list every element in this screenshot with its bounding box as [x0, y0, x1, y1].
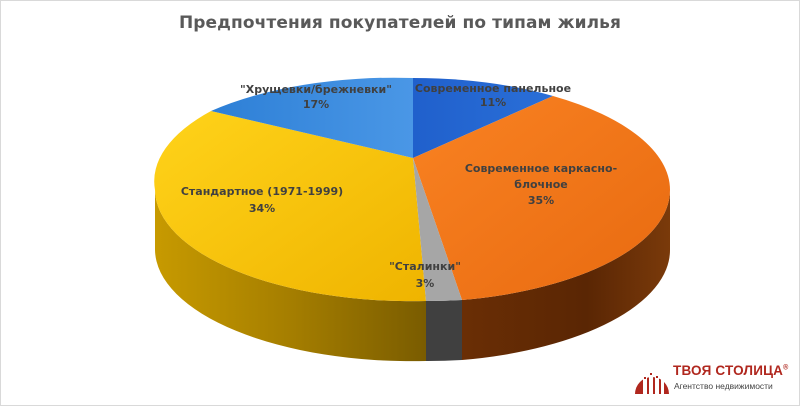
label-khrushchevki-name: "Хрущевки/брежневки" [240, 83, 392, 96]
slice-stalinki[interactable] [413, 158, 462, 302]
building-logo-icon [635, 369, 669, 394]
side-stalinki [426, 300, 462, 362]
label-modern-panel-name: Современное панельное [415, 82, 571, 95]
label-frame-block-pct: 35% [528, 194, 554, 207]
label-stalinki-name: "Сталинки" [389, 260, 461, 273]
label-stalinki-pct: 3% [416, 277, 435, 290]
slice-standard[interactable] [154, 111, 426, 302]
company-logo: ТВОЯ СТОЛИЦА® Агентство недвижимости [633, 360, 793, 396]
label-standard-name: Стандартное (1971-1999) [181, 185, 343, 198]
logo-name: ТВОЯ СТОЛИЦА [673, 363, 784, 378]
label-modern-panel-pct: 11% [480, 96, 506, 109]
slice-modern-panel[interactable] [413, 77, 553, 158]
chart-title: Предпочтения покупателей по типам жилья [178, 13, 622, 33]
logo-subtitle: Агентство недвижимости [674, 381, 773, 391]
side-frame-block [462, 190, 671, 360]
label-khrushchevki-pct: 17% [303, 98, 329, 111]
slice-modern-frame-block[interactable] [413, 96, 671, 300]
label-frame-block-name-1: Современное каркасно- [465, 162, 617, 175]
label-frame-block-name-2: блочное [514, 178, 567, 191]
label-standard-pct: 34% [249, 202, 275, 215]
side-standard [155, 190, 426, 362]
logo-registered-mark: ® [783, 364, 789, 372]
slice-khrushchevki[interactable] [211, 77, 413, 158]
